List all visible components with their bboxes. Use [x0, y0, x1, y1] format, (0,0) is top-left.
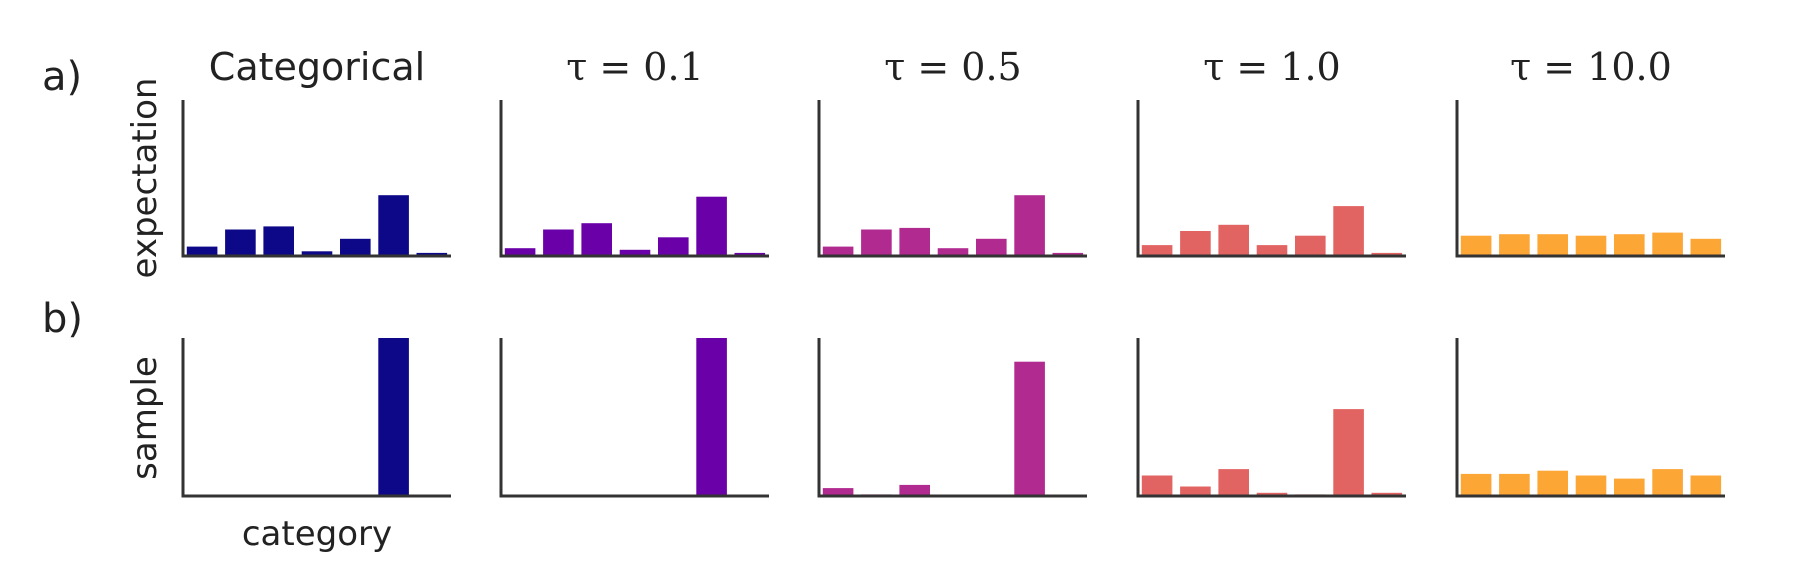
column-title-5: τ = 10.0 — [1510, 45, 1672, 89]
panel-b-5 — [1455, 338, 1725, 498]
bar-b-5-7 — [1690, 475, 1722, 496]
bar-a-3-6 — [1014, 195, 1045, 256]
bar-a-5-4 — [1575, 235, 1607, 256]
column-title-1: Categorical — [209, 45, 425, 89]
bar-a-2-4 — [619, 249, 651, 256]
panel-a-2: τ = 0.1 — [499, 45, 769, 258]
bar-a-4-6 — [1333, 206, 1364, 256]
bar-b-5-3 — [1537, 470, 1568, 496]
bar-a-2-1 — [504, 248, 536, 256]
bar-a-3-2 — [861, 229, 892, 256]
panel-b-3 — [817, 338, 1087, 498]
panel-a-1: Categorical — [181, 45, 451, 258]
bar-b-5-1 — [1460, 473, 1492, 496]
bar-a-5-5 — [1614, 234, 1645, 256]
column-title-2: τ = 0.1 — [566, 45, 703, 89]
bar-a-3-1 — [822, 246, 854, 256]
bar-a-1-2 — [225, 229, 256, 256]
bar-a-5-6 — [1652, 232, 1683, 256]
bar-a-2-5 — [658, 237, 689, 256]
panel-b-1 — [181, 338, 451, 498]
bar-a-1-3 — [263, 226, 294, 256]
column-title-3: τ = 0.5 — [884, 45, 1021, 89]
row-label-a: a) — [42, 54, 82, 100]
panels: Categorical τ = 0.1 τ = 0.5 τ = 1.0 τ = 10.0 — [181, 45, 1725, 498]
bar-b-5-2 — [1499, 473, 1530, 496]
bar-a-2-3 — [581, 223, 612, 256]
bar-a-5-7 — [1690, 238, 1722, 256]
bar-b-1-6 — [378, 338, 409, 496]
bar-a-4-1 — [1141, 245, 1173, 256]
panel-a-4: τ = 1.0 — [1136, 45, 1406, 258]
panel-b-4 — [1136, 338, 1406, 498]
bar-a-1-6 — [378, 195, 409, 256]
bar-a-1-7 — [416, 252, 448, 256]
bar-b-4-3 — [1218, 469, 1249, 496]
bar-a-3-4 — [937, 248, 969, 256]
bar-b-3-3 — [899, 484, 930, 496]
panel-b-2 — [499, 338, 769, 498]
bar-a-3-3 — [899, 227, 930, 256]
bar-b-3-1 — [822, 488, 854, 496]
bar-b-4-1 — [1141, 475, 1173, 496]
bar-a-3-5 — [976, 238, 1007, 256]
bar-b-5-5 — [1614, 478, 1645, 496]
bar-a-5-1 — [1460, 235, 1492, 256]
bar-a-4-5 — [1295, 235, 1326, 256]
bar-b-4-7 — [1371, 492, 1403, 496]
bar-a-1-1 — [186, 246, 218, 256]
x-axis-label: category — [242, 514, 392, 554]
bar-a-4-4 — [1256, 245, 1288, 256]
bar-b-4-4 — [1256, 492, 1288, 496]
bar-a-5-3 — [1537, 234, 1568, 256]
bar-a-2-6 — [696, 196, 727, 256]
panel-a-5: τ = 10.0 — [1455, 45, 1725, 258]
bar-a-4-7 — [1371, 252, 1403, 256]
bar-b-4-2 — [1180, 486, 1211, 496]
bar-b-2-6 — [696, 338, 727, 496]
bar-b-5-6 — [1652, 469, 1683, 496]
panel-a-3: τ = 0.5 — [817, 45, 1087, 258]
bar-a-4-2 — [1180, 231, 1211, 256]
bar-a-2-2 — [543, 229, 574, 256]
y-axis-label-expectation: expectation — [125, 78, 165, 279]
column-title-4: τ = 1.0 — [1203, 45, 1340, 89]
bar-a-1-5 — [340, 238, 371, 256]
bar-a-2-7 — [734, 252, 766, 256]
bar-b-4-6 — [1333, 409, 1364, 496]
y-axis-label-sample: sample — [125, 356, 165, 480]
bar-b-3-6 — [1014, 361, 1045, 496]
bar-a-4-3 — [1218, 224, 1249, 256]
bar-a-3-7 — [1052, 252, 1084, 256]
bar-b-5-4 — [1575, 475, 1607, 496]
bar-a-5-2 — [1499, 234, 1530, 256]
bar-a-1-4 — [301, 251, 333, 256]
row-label-b: b) — [42, 296, 83, 342]
